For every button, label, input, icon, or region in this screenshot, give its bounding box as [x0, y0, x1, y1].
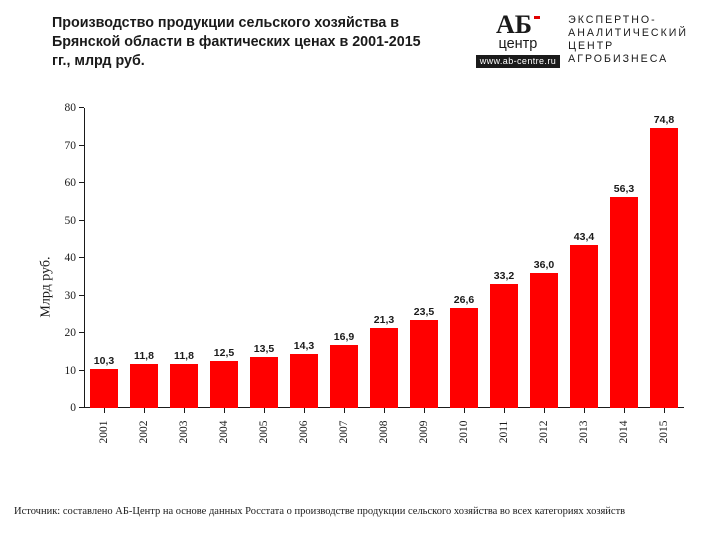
bar-value-label: 36,0: [534, 259, 554, 271]
x-tick-mark: [344, 408, 345, 413]
x-tick-label: 2005: [258, 421, 270, 444]
y-tick-mark: [79, 182, 84, 183]
y-tick-label: 10: [65, 365, 85, 377]
logo-url: www.ab-centre.ru: [476, 55, 560, 68]
x-tick-label: 2006: [298, 421, 310, 444]
bar-value-label: 33,2: [494, 270, 514, 282]
x-tick-label: 2013: [578, 421, 590, 444]
logo-tagline-line: АГРОБИЗНЕСА: [568, 53, 688, 66]
plot-area: 10,3 11,8 11,8 12,5 13,5 14,3 16,9 21,3 23,5 26,6…: [84, 108, 684, 408]
bar: 21,3: [370, 328, 399, 408]
x-tick-mark: [224, 408, 225, 413]
bar-value-label: 16,9: [334, 331, 354, 343]
bar: 13,5: [250, 357, 279, 408]
bar: 12,5: [210, 361, 239, 408]
bar: 33,2: [490, 284, 519, 409]
bar-value-label: 56,3: [614, 183, 634, 195]
y-tick-mark: [79, 220, 84, 221]
bar: 11,8: [170, 364, 199, 408]
bar-value-label: 12,5: [214, 347, 234, 359]
bar-value-label: 13,5: [254, 343, 274, 355]
bar-value-label: 21,3: [374, 314, 394, 326]
x-tick-label: 2008: [378, 421, 390, 444]
y-tick-label: 70: [65, 140, 85, 152]
bar-value-label: 14,3: [294, 340, 314, 352]
x-tick-mark: [424, 408, 425, 413]
y-tick-mark: [79, 107, 84, 108]
x-tick-mark: [464, 408, 465, 413]
bar: 26,6: [450, 308, 479, 408]
y-tick-label: 80: [65, 102, 85, 114]
y-tick-mark: [79, 145, 84, 146]
x-tick-label: 2001: [98, 421, 110, 444]
logo: АБ центр www.ab-centre.ru ЭКСПЕРТНО- АНА…: [476, 12, 688, 68]
y-tick-label: 0: [70, 402, 84, 414]
x-tick-label: 2015: [658, 421, 670, 444]
x-tick-label: 2011: [498, 421, 510, 444]
logo-dash-icon: [534, 16, 540, 19]
source-text: Источник: составлено АБ-Центр на основе …: [14, 506, 625, 517]
bar: 36,0: [530, 273, 559, 408]
bar: 11,8: [130, 364, 159, 408]
bar-value-label: 74,8: [654, 114, 674, 126]
y-tick-label: 50: [65, 215, 85, 227]
x-tick-label: 2009: [418, 421, 430, 444]
x-tick-label: 2010: [458, 421, 470, 444]
x-tick-label: 2014: [618, 421, 630, 444]
y-tick-label: 60: [65, 177, 85, 189]
x-tick-mark: [144, 408, 145, 413]
x-tick-label: 2012: [538, 421, 550, 444]
y-tick-mark: [79, 407, 84, 408]
bar-value-label: 26,6: [454, 294, 474, 306]
y-tick-mark: [79, 257, 84, 258]
bar: 16,9: [330, 345, 359, 408]
bar: 43,4: [570, 245, 599, 408]
bars-container: 10,3 11,8 11,8 12,5 13,5 14,3 16,9 21,3 23,5 26,6…: [84, 108, 684, 408]
logo-word: центр: [498, 37, 537, 52]
y-tick-label: 40: [65, 252, 85, 264]
logo-tagline: ЭКСПЕРТНО- АНАЛИТИЧЕСКИЙ ЦЕНТР АГРОБИЗНЕ…: [568, 12, 688, 66]
x-tick-label: 2002: [138, 421, 150, 444]
logo-initials: АБ: [496, 12, 540, 38]
y-tick-mark: [79, 332, 84, 333]
bar: 74,8: [650, 128, 679, 409]
chart-title: Производство продукции сельского хозяйст…: [52, 14, 432, 71]
x-tick-mark: [664, 408, 665, 413]
bar-chart: Млрд руб. 10,3 11,8 11,8 12,5 13,5 14,3 16,9 21…: [22, 102, 684, 472]
x-tick-mark: [504, 408, 505, 413]
logo-tagline-line: ЦЕНТР: [568, 40, 688, 53]
page: { "title": { "text": "Производство проду…: [0, 0, 710, 533]
bar-value-label: 10,3: [94, 355, 114, 367]
x-tick-mark: [304, 408, 305, 413]
logo-tagline-line: АНАЛИТИЧЕСКИЙ: [568, 27, 688, 40]
y-tick-label: 20: [65, 327, 85, 339]
x-tick-mark: [544, 408, 545, 413]
y-tick-mark: [79, 370, 84, 371]
bar-value-label: 23,5: [414, 306, 434, 318]
x-tick-label: 2003: [178, 421, 190, 444]
y-tick-mark: [79, 295, 84, 296]
logo-tagline-line: ЭКСПЕРТНО-: [568, 14, 688, 27]
x-tick-mark: [184, 408, 185, 413]
x-tick-label: 2004: [218, 421, 230, 444]
x-tick-mark: [624, 408, 625, 413]
x-tick-mark: [104, 408, 105, 413]
y-tick-label: 30: [65, 290, 85, 302]
bar: 23,5: [410, 320, 439, 408]
x-tick-label: 2007: [338, 421, 350, 444]
bar-value-label: 11,8: [134, 350, 154, 362]
bar: 10,3: [90, 369, 119, 408]
y-axis-label: Млрд руб.: [39, 256, 55, 317]
bar: 14,3: [290, 354, 319, 408]
bar: 56,3: [610, 197, 639, 408]
x-tick-mark: [264, 408, 265, 413]
x-tick-mark: [584, 408, 585, 413]
logo-mark: АБ центр www.ab-centre.ru: [476, 12, 560, 68]
bar-value-label: 43,4: [574, 231, 594, 243]
bar-value-label: 11,8: [174, 350, 194, 362]
x-tick-mark: [384, 408, 385, 413]
